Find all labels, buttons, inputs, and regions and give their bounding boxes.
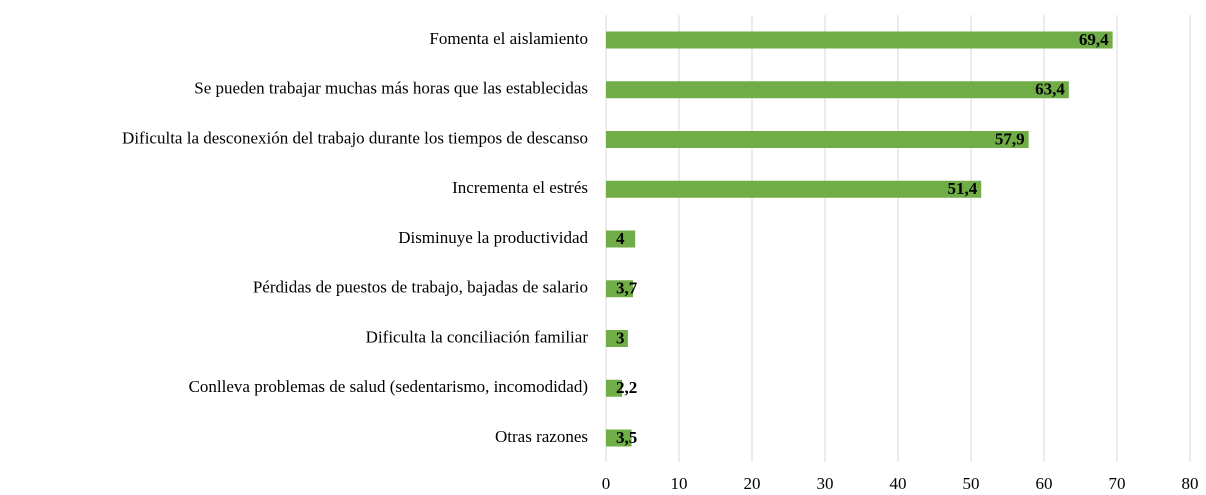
value-label: 4 (616, 229, 625, 248)
bar (606, 180, 982, 198)
x-tick-label: 50 (963, 474, 980, 493)
bar (606, 330, 628, 347)
value-label: 57,9 (995, 129, 1025, 148)
y-tick-label: Dificulta la desconexión del trabajo dur… (122, 128, 588, 147)
y-tick-label: Se pueden trabajar muchas más horas que … (194, 79, 588, 98)
y-tick-label: Pérdidas de puestos de trabajo, bajadas … (253, 278, 588, 297)
value-label: 69,4 (1079, 30, 1109, 49)
value-label: 2,2 (616, 378, 637, 397)
value-label: 3,7 (616, 279, 638, 298)
y-tick-label: Disminuye la productividad (398, 228, 588, 247)
y-tick-label: Dificulta la conciliación familiar (366, 327, 589, 346)
x-tick-label: 70 (1109, 474, 1126, 493)
value-label: 63,4 (1035, 80, 1065, 99)
bar (606, 379, 623, 397)
x-tick-label: 30 (817, 474, 834, 493)
bar (606, 429, 632, 447)
bar (606, 280, 634, 298)
x-tick-label: 0 (602, 474, 611, 493)
value-label: 3,5 (616, 428, 637, 447)
x-tick-label: 20 (744, 474, 761, 493)
x-tick-label: 60 (1036, 474, 1053, 493)
bar (606, 31, 1113, 49)
x-tick-label: 40 (890, 474, 907, 493)
x-tick-label: 80 (1182, 474, 1199, 493)
bar (606, 230, 636, 248)
y-tick-label: Fomenta el aislamiento (429, 29, 588, 48)
bar (606, 81, 1069, 99)
y-tick-label: Conlleva problemas de salud (sedentarism… (189, 377, 588, 396)
value-label: 3 (616, 328, 625, 347)
x-tick-label: 10 (671, 474, 688, 493)
value-label: 51,4 (947, 179, 977, 198)
y-tick-label: Otras razones (495, 427, 588, 446)
y-tick-label: Incrementa el estrés (452, 178, 588, 197)
bar (606, 131, 1029, 148)
